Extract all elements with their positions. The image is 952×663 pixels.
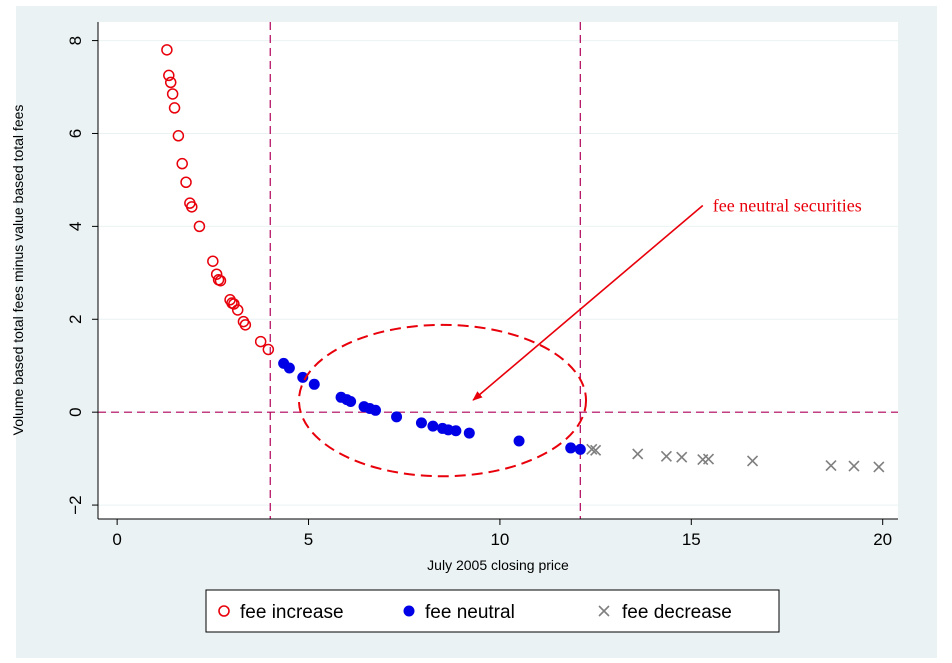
y-tick-label: 2 bbox=[66, 315, 85, 324]
point-fee-neutral bbox=[427, 420, 439, 432]
annotation-label: fee neutral securities bbox=[713, 195, 862, 215]
point-fee-increase bbox=[163, 69, 175, 82]
point-cross-stroke bbox=[702, 453, 715, 465]
x-axis-title: July 2005 closing price bbox=[427, 557, 569, 573]
point-cross-stroke bbox=[590, 444, 602, 456]
point-fee-neutral bbox=[308, 378, 320, 390]
legend-marker-fee-increase bbox=[218, 605, 230, 617]
point-fee-neutral bbox=[450, 425, 462, 437]
point-fee-neutral bbox=[297, 371, 309, 383]
point-cross-stroke bbox=[660, 450, 672, 462]
point-cross-stroke bbox=[848, 460, 860, 472]
x-tick-label: 10 bbox=[490, 530, 509, 549]
point-fee-increase bbox=[176, 157, 188, 170]
point-fee-decrease bbox=[590, 444, 602, 456]
legend-marker-fee-decrease bbox=[598, 605, 610, 617]
legend-label-fee-increase: fee increase bbox=[240, 602, 344, 623]
point-fee-decrease bbox=[702, 453, 715, 465]
point-fee-neutral bbox=[513, 435, 525, 447]
legend: fee increase fee neutral fee decrease bbox=[205, 589, 780, 633]
x-tick-label: 20 bbox=[873, 530, 892, 549]
point-fee-increase bbox=[231, 304, 244, 316]
y-axis-title: Volume based total fees minus value base… bbox=[10, 105, 26, 436]
point-fee-neutral bbox=[283, 362, 295, 374]
point-fee-increase bbox=[180, 176, 192, 188]
annotation-arrow bbox=[472, 204, 704, 401]
point-fee-neutral bbox=[345, 395, 357, 407]
y-axis-ticks: −2 0 2 4 6 8 bbox=[66, 36, 98, 515]
x-tick-label: 0 bbox=[112, 530, 121, 549]
point-fee-decrease bbox=[660, 450, 672, 462]
point-fee-increase bbox=[166, 88, 179, 100]
point-fee-neutral bbox=[574, 443, 586, 455]
point-fee-increase bbox=[164, 76, 177, 89]
point-fee-increase bbox=[207, 255, 219, 267]
annotation: fee neutral securities bbox=[297, 195, 862, 478]
legend-label-fee-neutral: fee neutral bbox=[425, 602, 515, 623]
plot-area bbox=[98, 22, 898, 519]
point-fee-increase bbox=[228, 298, 240, 310]
x-tick-label: 5 bbox=[304, 530, 313, 549]
y-tick-label: 6 bbox=[66, 129, 85, 138]
point-fee-decrease bbox=[873, 461, 885, 473]
reference-lines bbox=[98, 22, 898, 519]
point-cross-stroke bbox=[586, 443, 598, 455]
point-cross-stroke bbox=[676, 451, 688, 463]
point-fee-increase bbox=[161, 44, 173, 56]
point-fee-increase bbox=[239, 319, 252, 331]
legend-box bbox=[205, 589, 780, 633]
point-fee-decrease bbox=[848, 460, 860, 472]
x-tick-label: 15 bbox=[682, 530, 701, 549]
x-axis-ticks: 0 5 10 15 20 bbox=[112, 519, 892, 549]
point-fee-decrease bbox=[632, 448, 644, 460]
point-fee-neutral bbox=[565, 442, 577, 454]
point-cross-stroke bbox=[632, 448, 644, 460]
point-fee-neutral bbox=[391, 411, 403, 423]
point-fee-decrease bbox=[825, 460, 837, 472]
point-fee-increase bbox=[254, 335, 267, 348]
point-cross-stroke bbox=[873, 461, 885, 473]
y-tick-label: −2 bbox=[66, 495, 85, 514]
point-fee-increase bbox=[262, 343, 275, 356]
y-tick-label: 8 bbox=[66, 36, 85, 45]
point-fee-increase bbox=[214, 274, 227, 287]
point-fee-decrease bbox=[746, 455, 759, 467]
data-points bbox=[161, 44, 885, 473]
y-tick-label: 0 bbox=[66, 407, 85, 416]
point-fee-decrease bbox=[586, 443, 598, 455]
legend-marker-fee-neutral bbox=[403, 605, 415, 617]
point-fee-increase bbox=[168, 102, 181, 114]
point-fee-neutral bbox=[463, 427, 475, 439]
legend-label-fee-decrease: fee decrease bbox=[622, 602, 732, 623]
point-fee-neutral bbox=[370, 404, 382, 416]
point-cross-stroke bbox=[825, 460, 837, 472]
point-fee-increase bbox=[186, 201, 198, 213]
point-fee-increase bbox=[172, 130, 185, 142]
point-cross-stroke bbox=[746, 455, 759, 467]
fee-neutral-ellipse bbox=[297, 323, 588, 478]
point-fee-increase bbox=[193, 220, 206, 233]
y-tick-label: 4 bbox=[66, 222, 85, 231]
point-fee-neutral bbox=[415, 417, 427, 429]
point-fee-decrease bbox=[676, 451, 688, 463]
gridlines bbox=[98, 40, 898, 506]
point-fee-increase bbox=[210, 268, 223, 280]
